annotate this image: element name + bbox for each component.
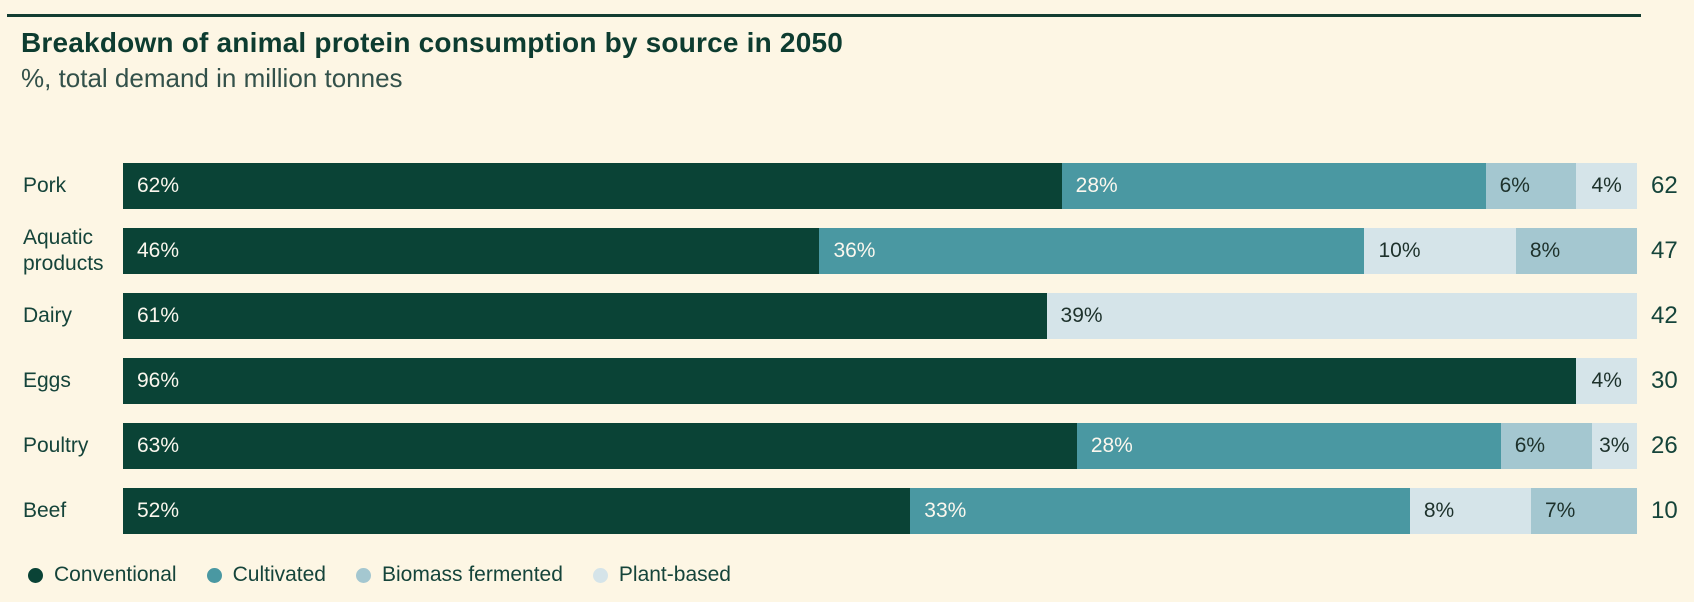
- bar-segment-cultivated: 28%: [1076, 423, 1501, 469]
- legend-item-cultivated: Cultivated: [206, 563, 326, 587]
- segment-value-label: 63%: [137, 434, 180, 457]
- top-rule: [7, 14, 1641, 17]
- bar: 96% 4%: [123, 358, 1637, 404]
- legend-dot-biomass-fermented: [355, 567, 371, 583]
- segment-value-label: 8%: [1423, 499, 1455, 522]
- legend: Conventional Cultivated Biomass fermente…: [28, 563, 731, 587]
- row-label: Poultry: [23, 434, 89, 458]
- bar-segment-conventional: 52%: [123, 488, 911, 534]
- chart-row: Dairy 61% 39% 42: [0, 293, 1694, 339]
- chart-subtitle: %, total demand in million tonnes: [21, 63, 403, 93]
- legend-item-biomass-fermented: Biomass fermented: [355, 563, 563, 587]
- chart-row: Pork 62% 28% 6% 4% 62: [0, 163, 1694, 209]
- bar-segment-biomass-fermented: 6%: [1485, 163, 1577, 209]
- row-label: Eggs: [23, 369, 71, 393]
- bar-segment-cultivated: 33%: [910, 488, 1410, 534]
- segment-value-label: 96%: [137, 369, 180, 392]
- bar-segment-conventional: 61%: [123, 293, 1047, 339]
- segment-value-label: 33%: [924, 499, 967, 522]
- row-label: Pork: [23, 174, 67, 198]
- bar: 63% 28% 6% 3%: [123, 423, 1637, 469]
- row-total: 62: [1651, 172, 1678, 199]
- row-total: 47: [1651, 237, 1678, 264]
- segment-value-label: 8%: [1529, 239, 1561, 262]
- legend-dot-conventional: [28, 567, 43, 583]
- segment-value-label: 7%: [1544, 499, 1576, 522]
- bar-segment-plant-based: 8%: [1409, 488, 1531, 534]
- row-label: Aquatic products: [23, 226, 104, 275]
- segment-value-label: 28%: [1090, 434, 1133, 457]
- bar-segment-conventional: 63%: [123, 423, 1077, 469]
- bar-segment-biomass-fermented: 7%: [1530, 488, 1637, 534]
- bar: 62% 28% 6% 4%: [123, 163, 1637, 209]
- segment-value-label: 61%: [137, 304, 180, 327]
- bar-segment-conventional: 62%: [123, 163, 1062, 209]
- row-total: 10: [1651, 497, 1678, 524]
- bar-segment-conventional: 96%: [123, 358, 1577, 404]
- row-total: 26: [1651, 432, 1678, 459]
- legend-dot-plant-based: [592, 567, 608, 583]
- bar: 52% 33% 8% 7%: [123, 488, 1637, 534]
- chart-row: Beef 52% 33% 8% 7% 10: [0, 488, 1694, 534]
- legend-dot-cultivated: [206, 567, 222, 583]
- bar-segment-biomass-fermented: 6%: [1500, 423, 1592, 469]
- segment-value-label: 46%: [137, 239, 180, 262]
- stacked-bar-chart: Pork 62% 28% 6% 4% 62 Aquatic products 46% 3…: [0, 163, 1694, 553]
- segment-value-label: 6%: [1499, 174, 1530, 197]
- bar-segment-plant-based: 3%: [1591, 423, 1637, 469]
- segment-value-label: 4%: [1591, 174, 1622, 197]
- bar-segment-cultivated: 28%: [1061, 163, 1486, 209]
- chart-title: Breakdown of animal protein consumption …: [21, 27, 844, 58]
- bar-segment-biomass-fermented: 8%: [1515, 228, 1637, 274]
- bar-segment-plant-based: 39%: [1046, 293, 1637, 339]
- segment-value-label: 3%: [1599, 434, 1630, 457]
- segment-value-label: 28%: [1075, 174, 1118, 197]
- legend-item-conventional: Conventional: [28, 563, 177, 587]
- bar-segment-conventional: 46%: [123, 228, 820, 274]
- legend-label: Conventional: [54, 563, 177, 586]
- segment-value-label: 62%: [137, 174, 180, 197]
- bar-segment-plant-based: 4%: [1576, 358, 1637, 404]
- bar-segment-plant-based: 4%: [1576, 163, 1637, 209]
- legend-label: Cultivated: [232, 563, 326, 586]
- segment-value-label: 10%: [1378, 239, 1421, 262]
- bar-segment-cultivated: 36%: [819, 228, 1365, 274]
- row-label: Dairy: [23, 304, 73, 328]
- segment-value-label: 6%: [1514, 434, 1546, 457]
- segment-value-label: 52%: [137, 499, 180, 522]
- row-label: Beef: [23, 499, 67, 523]
- segment-value-label: 4%: [1591, 369, 1622, 392]
- row-total: 42: [1651, 302, 1678, 329]
- segment-value-label: 36%: [833, 239, 876, 262]
- row-total: 30: [1651, 367, 1678, 394]
- chart-row: Eggs 96% 4% 30: [0, 358, 1694, 404]
- segment-value-label: 39%: [1060, 304, 1103, 327]
- legend-label: Plant-based: [618, 563, 731, 586]
- legend-item-plant-based: Plant-based: [592, 563, 731, 587]
- bar: 61% 39%: [123, 293, 1637, 339]
- bar: 46% 36% 10% 8%: [123, 228, 1637, 274]
- chart-row: Aquatic products 46% 36% 10% 8% 47: [0, 226, 1694, 275]
- chart-row: Poultry 63% 28% 6% 3% 26: [0, 423, 1694, 469]
- bar-segment-plant-based: 10%: [1364, 228, 1516, 274]
- legend-label: Biomass fermented: [381, 563, 563, 586]
